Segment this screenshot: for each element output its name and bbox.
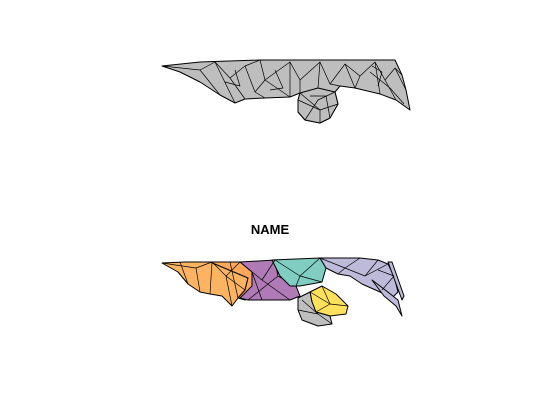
geometry-map-panel [161,59,411,124]
map-region-lobe [297,87,339,124]
map-region-purple [239,259,301,301]
panel-title-name: NAME [250,222,290,237]
triangulation-mesh [161,257,395,325]
name-map-panel [161,257,405,327]
map-region-main [161,59,411,124]
map-region-east-strip [387,261,405,301]
triangulation-mesh [161,59,407,123]
map-region-east-spike [371,279,403,317]
